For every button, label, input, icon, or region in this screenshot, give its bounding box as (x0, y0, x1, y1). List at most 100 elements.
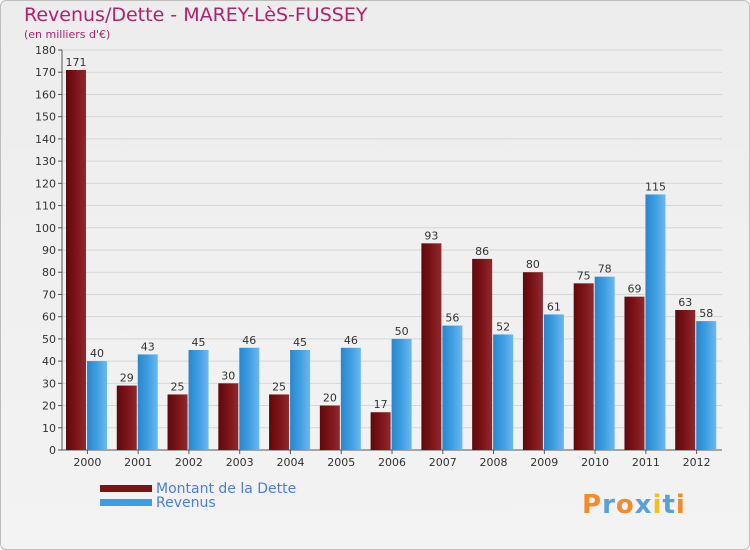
data-label-revenus: 78 (598, 263, 612, 276)
data-label-dette: 171 (66, 56, 87, 69)
bar-revenus (594, 276, 615, 450)
data-label-dette: 86 (475, 245, 489, 258)
data-label-dette: 17 (374, 398, 388, 411)
y-tick-label: 80 (42, 266, 56, 279)
y-tick-label: 40 (42, 355, 56, 368)
bar-dette (624, 296, 645, 450)
logo-letter: o (615, 490, 635, 520)
bar-dette (370, 412, 391, 450)
bar-revenus (543, 314, 564, 450)
bar-revenus (645, 194, 666, 450)
y-tick-label: 100 (35, 222, 56, 235)
data-label-revenus: 40 (90, 347, 104, 360)
x-tick-label: 2004 (276, 456, 304, 469)
x-tick-label: 2001 (124, 456, 152, 469)
legend-label-dette: Montant de la Dette (156, 481, 297, 497)
bar-revenus (340, 347, 361, 450)
y-tick-label: 110 (35, 200, 56, 213)
data-label-revenus: 115 (645, 180, 666, 193)
x-tick-label: 2003 (226, 456, 254, 469)
bar-dette (522, 272, 543, 450)
data-label-dette: 25 (272, 380, 286, 393)
chart-subtitle: (en milliers d'€) (24, 28, 111, 41)
data-label-revenus: 45 (192, 336, 206, 349)
data-label-revenus: 46 (242, 334, 256, 347)
bar-revenus (239, 347, 260, 450)
bar-dette (66, 70, 86, 450)
data-label-revenus: 43 (141, 340, 155, 353)
data-label-dette: 93 (424, 229, 438, 242)
y-tick-label: 120 (35, 177, 56, 190)
data-label-dette: 30 (221, 369, 235, 382)
data-label-revenus: 50 (395, 325, 409, 338)
x-tick-label: 2006 (378, 456, 406, 469)
data-label-revenus: 45 (293, 336, 307, 349)
logo-letter: r (602, 490, 616, 520)
bar-revenus (493, 334, 514, 450)
data-label-revenus: 58 (699, 307, 713, 320)
bar-revenus (137, 354, 158, 450)
data-label-dette: 80 (526, 258, 540, 271)
y-tick-label: 70 (42, 288, 56, 301)
x-tick-label: 2009 (530, 456, 558, 469)
data-label-revenus: 46 (344, 334, 358, 347)
bar-dette (573, 283, 594, 450)
y-tick-label: 90 (42, 244, 56, 257)
y-tick-label: 10 (42, 422, 56, 435)
bar-revenus (290, 350, 311, 450)
data-label-revenus: 56 (445, 312, 459, 325)
data-label-dette: 25 (171, 380, 185, 393)
x-tick-label: 2007 (429, 456, 457, 469)
logo-letter: i (675, 490, 686, 520)
y-tick-label: 140 (35, 133, 56, 146)
x-tick-label: 2011 (632, 456, 660, 469)
y-tick-label: 160 (35, 88, 56, 101)
bar-dette (116, 385, 137, 450)
bar-dette (675, 310, 696, 450)
data-label-revenus: 52 (496, 320, 510, 333)
x-tick-label: 2000 (73, 456, 101, 469)
bar-dette (269, 394, 290, 450)
y-tick-label: 180 (35, 44, 56, 57)
y-tick-label: 30 (42, 377, 56, 390)
y-tick-label: 130 (35, 155, 56, 168)
bar-revenus (188, 350, 209, 450)
x-tick-label: 2002 (175, 456, 203, 469)
data-label-revenus: 61 (547, 300, 561, 313)
x-tick-label: 2012 (683, 456, 711, 469)
bar-revenus (391, 338, 412, 450)
y-tick-label: 50 (42, 333, 56, 346)
logo-letter: t (662, 490, 676, 520)
logo-letter: P (582, 490, 603, 520)
bar-dette (472, 258, 493, 450)
data-label-dette: 29 (120, 372, 134, 385)
y-tick-label: 150 (35, 111, 56, 124)
y-tick-label: 20 (42, 400, 56, 413)
legend-swatch-dette (100, 485, 152, 492)
x-tick-label: 2008 (480, 456, 508, 469)
data-label-dette: 75 (577, 269, 591, 282)
logo-letter: i (652, 490, 663, 520)
bar-dette (319, 405, 340, 450)
legend-label-revenus: Revenus (156, 495, 216, 511)
x-tick-label: 2010 (581, 456, 609, 469)
bar-dette (421, 243, 442, 450)
logo-letter: x (634, 490, 653, 520)
bar-revenus (442, 325, 463, 450)
proxiti-logo[interactable]: Proxiti (582, 490, 686, 520)
bar-dette (167, 394, 188, 450)
bar-revenus (696, 321, 717, 450)
data-label-dette: 20 (323, 392, 337, 405)
legend-swatch-revenus (100, 499, 152, 506)
y-tick-label: 60 (42, 311, 56, 324)
data-label-dette: 63 (678, 296, 692, 309)
bar-dette (218, 383, 239, 450)
y-tick-label: 170 (35, 66, 56, 79)
chart-title: Revenus/Dette - MAREY-LèS-FUSSEY (24, 4, 368, 26)
y-tick-label: 0 (49, 444, 56, 457)
data-label-dette: 69 (627, 283, 641, 296)
x-tick-label: 2005 (327, 456, 355, 469)
bar-revenus (87, 361, 107, 450)
